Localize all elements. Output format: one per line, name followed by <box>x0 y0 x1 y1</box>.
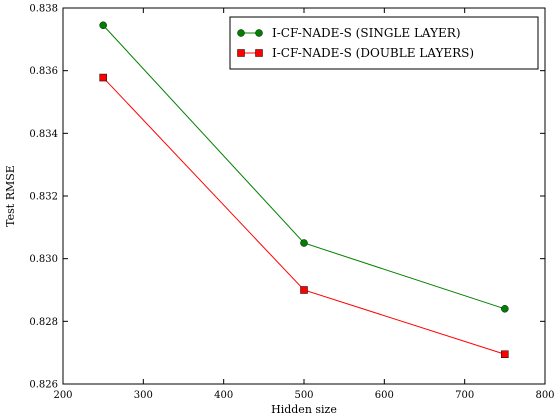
data-point <box>99 21 107 29</box>
data-point <box>501 350 509 358</box>
x-tick-label: 300 <box>134 390 153 401</box>
y-tick-label: 0.834 <box>29 129 58 140</box>
x-tick-label: 500 <box>294 390 313 401</box>
x-tick-label: 200 <box>53 390 72 401</box>
legend-box <box>229 16 539 70</box>
y-tick-label: 0.838 <box>29 4 58 15</box>
y-tick-label: 0.826 <box>29 380 58 391</box>
y-tick-label: 0.832 <box>29 192 58 203</box>
y-tick-label: 0.830 <box>29 254 58 265</box>
y-axis-label: Test RMSE <box>4 165 17 227</box>
x-tick-label: 800 <box>535 390 554 401</box>
legend-entry-single-layer: I-CF-NADE-S (SINGLE LAYER) <box>237 26 461 40</box>
x-tick-label: 600 <box>375 390 394 401</box>
data-point <box>300 239 308 247</box>
x-tick-label: 700 <box>455 390 474 401</box>
legend-marker-single-layer <box>237 29 245 37</box>
plot-area <box>62 7 546 385</box>
axis-ticks: 200 300 400 500 600 700 800 0.826 0.828 0.830 0.83… <box>29 4 554 402</box>
data-point <box>501 305 509 313</box>
legend-entry-double-layers: I-CF-NADE-S (DOUBLE LAYERS) <box>237 46 474 60</box>
legend-marker-double-layers <box>255 49 263 57</box>
data-point <box>99 73 107 82</box>
legend-marker-single-layer <box>255 29 263 37</box>
legend-label-single-layer: I-CF-NADE-S (SINGLE LAYER) <box>272 26 461 40</box>
data-point <box>300 286 308 294</box>
legend: I-CF-NADE-S (SINGLE LAYER) I-CF-NADE-S (… <box>229 16 539 70</box>
y-tick-label: 0.836 <box>29 66 58 77</box>
y-tick-label: 0.828 <box>29 317 58 328</box>
x-tick-label: 400 <box>214 390 233 401</box>
legend-label-double-layers: I-CF-NADE-S (DOUBLE LAYERS) <box>272 46 474 60</box>
x-axis-label: Hidden size <box>271 403 337 416</box>
series-markers <box>99 21 509 358</box>
legend-marker-double-layers <box>237 49 245 57</box>
